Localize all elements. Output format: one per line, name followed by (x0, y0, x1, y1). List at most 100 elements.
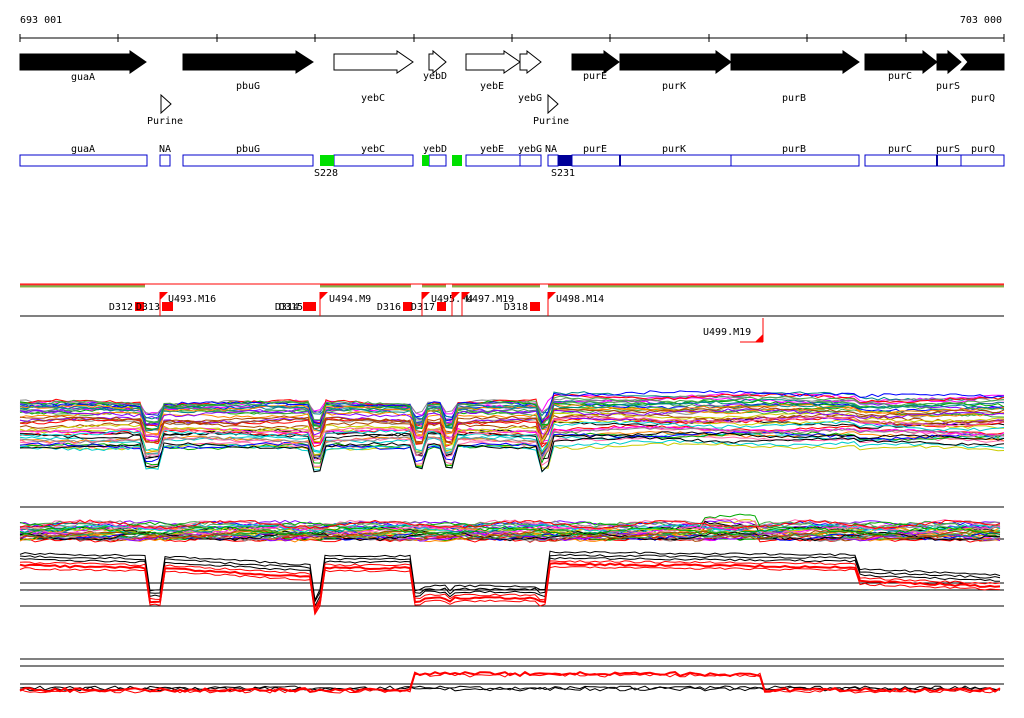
region-yebG[interactable] (519, 154, 542, 167)
selected-profile-line (19, 550, 1001, 602)
expression-line (19, 412, 1005, 446)
riboswitch-purine-2[interactable]: Purine (533, 93, 569, 127)
gene-label: yebD (423, 71, 447, 82)
gene-label: purB (782, 93, 806, 104)
feature-D318[interactable]: D318 (504, 302, 540, 313)
feature-U493-M16[interactable]: U493.M16 (159, 292, 216, 316)
feature-D312[interactable]: D312 (109, 302, 144, 313)
gene-yebD[interactable]: yebD (423, 49, 447, 82)
gene-purC[interactable]: purC (864, 49, 938, 82)
region-label: guaA (71, 144, 95, 155)
region-purC[interactable] (864, 154, 938, 167)
feature-D317[interactable]: D317 (411, 302, 446, 313)
region-track: guaA NA pbuG yebC yebD yebE yebG NA purE… (19, 144, 1005, 179)
gene-label: guaA (71, 72, 95, 83)
region-na-1[interactable] (159, 154, 171, 167)
gene-purK[interactable]: purK (619, 50, 732, 92)
region-label: yebE (480, 144, 504, 155)
variation-line (20, 517, 1001, 535)
region-label: purE (583, 144, 607, 155)
region-guaA[interactable] (19, 154, 148, 167)
region-yebC[interactable] (333, 154, 414, 167)
region-label: purS (936, 144, 960, 155)
gene-label: pbuG (236, 81, 260, 92)
expression-line (19, 400, 1005, 432)
expression-line (20, 431, 1005, 461)
gene-label: yebC (361, 93, 385, 104)
ruler-end-coord: 703 000 (960, 15, 1002, 26)
gene-purQ[interactable]: purQ (959, 53, 1005, 104)
region-yebE[interactable] (465, 154, 521, 167)
site-marker-S228[interactable] (320, 155, 334, 166)
feature-D313[interactable]: D313 (136, 302, 173, 313)
expression-panel-correlation (19, 658, 1004, 694)
variation-line (19, 529, 1001, 540)
gene-purB[interactable]: purB (730, 50, 860, 104)
feature-U497-M19[interactable]: U497.M19 (451, 292, 514, 316)
region-label: purB (782, 144, 806, 155)
region-purQ[interactable] (960, 154, 1005, 167)
expression-line (19, 391, 1005, 416)
site-marker-green[interactable] (452, 155, 462, 166)
gene-purE[interactable]: purE (571, 50, 620, 82)
gene-label: purS (936, 81, 960, 92)
gene-yebC[interactable]: yebC (333, 50, 414, 104)
feature-D316[interactable]: D316 (377, 302, 412, 313)
site-label: S231 (551, 168, 575, 179)
feature-label: U497.M19 (466, 294, 514, 305)
region-label: pbuG (236, 144, 260, 155)
feature-label: U493.M16 (168, 294, 216, 305)
gene-label: purC (888, 71, 912, 82)
region-purS[interactable] (936, 154, 962, 167)
region-label: purC (888, 144, 912, 155)
gene-purS[interactable]: purS (936, 49, 962, 92)
gene-pbuG[interactable]: pbuG (182, 50, 314, 92)
variation-line (19, 520, 1001, 530)
expression-profiles (19, 390, 1005, 694)
region-na-2[interactable] (547, 154, 559, 167)
gene-yebG[interactable]: yebG (518, 49, 542, 104)
segment-lines (20, 283, 1004, 288)
expression-panel-selected (19, 550, 1004, 616)
feature-D315[interactable]: D315 (279, 302, 303, 313)
variation-line (19, 532, 1001, 543)
gene-track: guaA pbuG yebC yebD yebE yebG (19, 49, 1005, 127)
region-pbuG[interactable] (182, 154, 314, 167)
region-label: NA (545, 144, 557, 155)
gene-label: purE (583, 71, 607, 82)
correlation-line (19, 670, 1001, 694)
expression-panel-variation (19, 506, 1004, 543)
riboswitch-purine-1[interactable]: Purine (147, 93, 183, 127)
feature-label: D316 (377, 302, 401, 313)
region-yebD[interactable] (428, 154, 447, 167)
feature-label: D313 (136, 302, 160, 313)
selected-profile-line (19, 562, 1001, 616)
region-purE[interactable] (571, 154, 621, 167)
site-marker-green[interactable] (422, 155, 429, 166)
feature-U494-M9[interactable]: U494.M9 (319, 292, 371, 316)
feature-label: D312 (109, 302, 133, 313)
coordinate-ruler: 693 001 703 000 (19, 15, 1005, 42)
feature-label: D317 (411, 302, 435, 313)
selected-profile-line (19, 553, 1001, 604)
selected-profile-line (19, 556, 1000, 608)
region-purK[interactable] (619, 154, 732, 167)
expression-line (19, 415, 1005, 439)
feature-U499-M19[interactable]: U499.M19 (703, 318, 764, 343)
gene-label: purQ (971, 93, 995, 104)
variation-line (19, 525, 1001, 536)
region-purB[interactable] (730, 154, 860, 167)
feature-U498-M14[interactable]: U498.M14 (547, 292, 604, 316)
riboswitch-label: Purine (533, 116, 569, 127)
region-label: purK (662, 144, 686, 155)
gene-guaA[interactable]: guaA (19, 50, 147, 83)
gene-label: yebE (480, 81, 504, 92)
expression-line (19, 406, 1005, 444)
feature-label: D314 (275, 302, 299, 313)
region-label: yebC (361, 144, 385, 155)
gene-yebE[interactable]: yebE (465, 50, 521, 92)
feature-D314[interactable]: D314 (275, 302, 316, 313)
site-marker-S231[interactable] (558, 155, 572, 166)
expression-line (19, 408, 1005, 426)
